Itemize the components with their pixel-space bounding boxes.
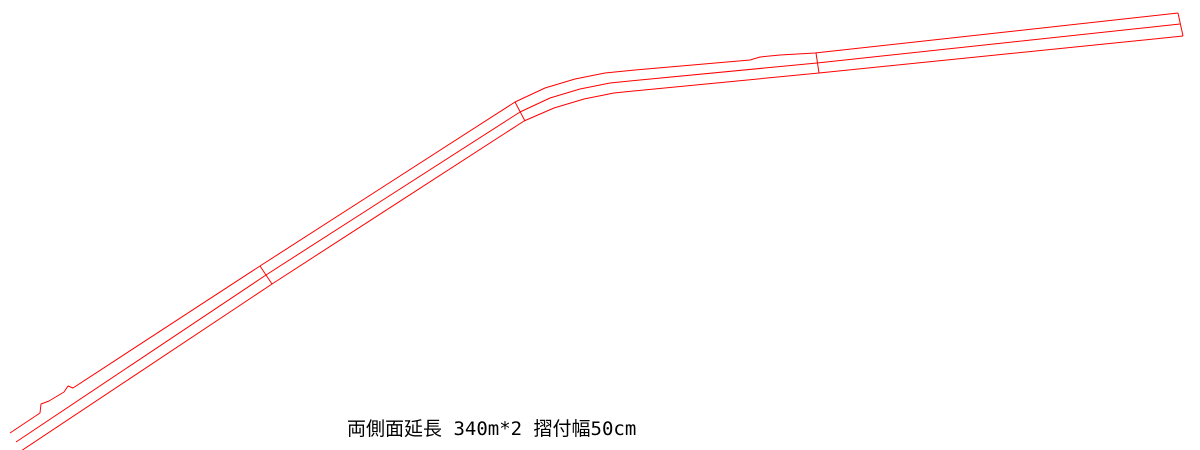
road-edge-inner [21,35,1184,450]
road-end-cap-right [1177,12,1184,37]
section-divider-3 [815,52,820,74]
road-center-line [15,23,1181,443]
length-annotation: 両側面延長 340m*2 摺付幅50cm [347,418,637,440]
road-edge-outer [9,12,1179,434]
section-divider-2 [514,101,526,122]
section-divider-1 [259,265,273,285]
